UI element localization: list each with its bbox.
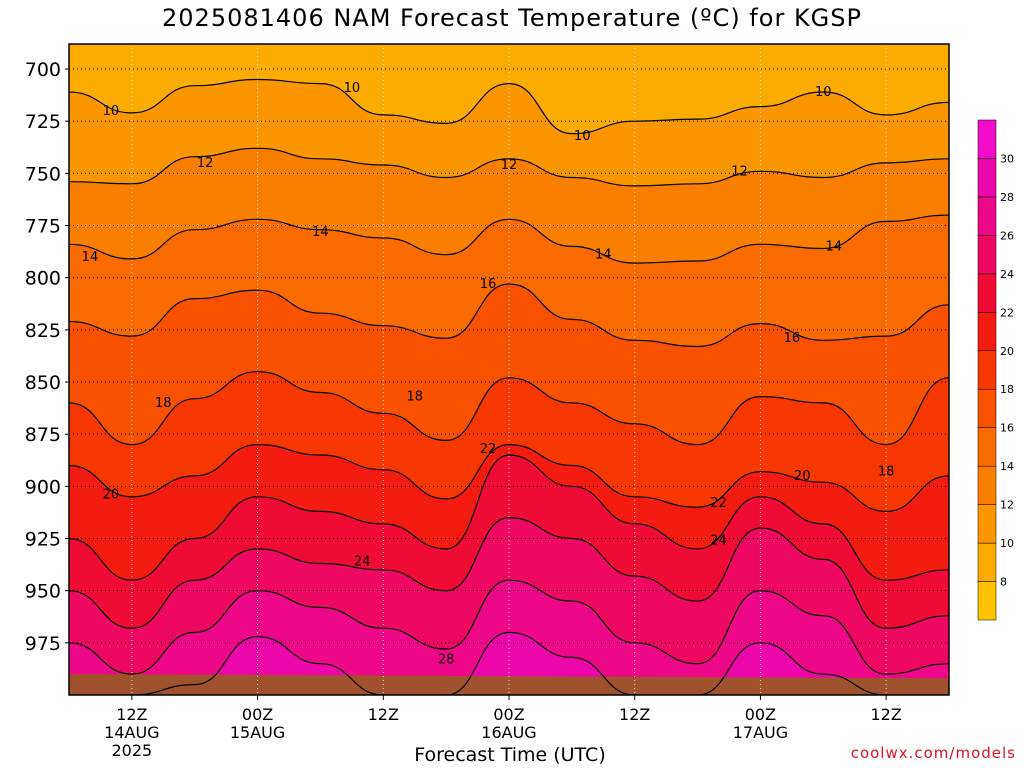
colorbar-swatch — [977, 119, 997, 159]
y-tick-label: 850 — [25, 372, 61, 394]
contour-28 — [69, 631, 949, 695]
contour-label-16: 16 — [480, 277, 497, 292]
band-8 — [69, 44, 949, 134]
colorbar-swatch — [977, 235, 997, 275]
colorbar-label: 22 — [1000, 306, 1014, 319]
contour-label-14: 14 — [825, 239, 842, 254]
contour-label-14: 14 — [82, 250, 99, 265]
x-tick-label: 17AUG — [733, 723, 788, 742]
colorbar-label: 18 — [1000, 383, 1014, 396]
x-tick-label: 2025 — [111, 741, 152, 760]
contour-lines — [69, 78, 949, 695]
contour-labels: 10 10 10 10 12 12 12 14 14 14 14 16 16 18 18 18 20 20 22 22… — [82, 81, 895, 668]
colorbar: 8 10 12 14 16 18 20 22 24 26 28 30 — [977, 119, 1014, 621]
colorbar-swatch — [977, 388, 997, 428]
contour-label-10: 10 — [103, 104, 120, 119]
y-tick-label: 975 — [25, 633, 61, 655]
colorbar-swatch — [977, 581, 997, 621]
y-tick-label: 900 — [25, 476, 61, 498]
x-tick-label: 12Z — [619, 705, 650, 724]
contour-14 — [69, 214, 949, 264]
colorbar-swatch — [977, 273, 997, 313]
colorbar-label: 20 — [1000, 345, 1014, 358]
contour-label-12: 12 — [731, 164, 748, 179]
x-tick-label: 15AUG — [230, 723, 285, 742]
colorbar-swatch — [977, 427, 997, 467]
x-tick-label: 12Z — [870, 705, 901, 724]
y-tick-label: 825 — [25, 320, 61, 342]
colorbar-swatch — [977, 312, 997, 352]
contour-label-10: 10 — [574, 129, 591, 144]
contour-10 — [69, 78, 949, 135]
colorbar-swatch — [977, 350, 997, 390]
y-tick-label: 800 — [25, 268, 61, 290]
colorbar-label: 26 — [1000, 229, 1014, 242]
contour-12 — [69, 147, 949, 187]
contour-label-20: 20 — [794, 469, 811, 484]
colorbar-label: 8 — [1000, 576, 1007, 589]
y-tick-label: 875 — [25, 424, 61, 446]
colorbar-label: 30 — [1000, 152, 1014, 165]
colorbar-label: 10 — [1000, 537, 1014, 550]
x-tick-label: 00Z — [242, 705, 273, 724]
contour-label-10: 10 — [815, 85, 832, 100]
x-tick-label: 12Z — [368, 705, 399, 724]
colorbar-swatch — [977, 542, 997, 582]
y-tick-label: 750 — [25, 163, 61, 185]
colorbar-label: 14 — [1000, 460, 1014, 473]
contour-label-22: 22 — [710, 496, 727, 511]
contour-label-14: 14 — [312, 225, 329, 240]
contour-20 — [69, 443, 949, 513]
y-axis: 700 725 750 775 800 825 850 875 900 925 950 975 — [25, 59, 69, 655]
contour-label-22: 22 — [480, 442, 497, 457]
contour-label-16: 16 — [784, 331, 801, 346]
colorbar-swatch — [977, 465, 997, 505]
chart-title: 2025081406 NAM Forecast Temperature (ºC)… — [162, 4, 862, 32]
credit-link[interactable]: coolwx.com/models — [850, 744, 1016, 762]
colorbar-label: 16 — [1000, 422, 1014, 435]
y-tick-label: 950 — [25, 581, 61, 603]
contour-label-20: 20 — [103, 488, 120, 503]
colorbar-swatch — [977, 158, 997, 198]
x-tick-label: 00Z — [745, 705, 776, 724]
contour-label-14: 14 — [595, 248, 612, 263]
contour-16 — [69, 283, 949, 348]
contour-22 — [69, 454, 949, 581]
contour-label-28: 28 — [438, 653, 455, 668]
contour-label-18: 18 — [878, 465, 895, 480]
y-tick-label: 775 — [25, 216, 61, 238]
x-tick-label: 00Z — [493, 705, 524, 724]
y-tick-label: 725 — [25, 111, 61, 133]
contour-label-24: 24 — [710, 534, 727, 549]
contour-24 — [69, 516, 949, 629]
x-tick-label: 14AUG — [104, 723, 159, 742]
y-tick-label: 925 — [25, 529, 61, 551]
colorbar-label: 12 — [1000, 499, 1014, 512]
contour-label-12: 12 — [501, 158, 518, 173]
contour-18 — [69, 370, 949, 446]
contour-label-12: 12 — [197, 156, 214, 171]
x-tick-label: 12Z — [116, 705, 147, 724]
grid — [69, 44, 949, 695]
contour-label-24: 24 — [354, 554, 371, 569]
colorbar-label: 24 — [1000, 268, 1014, 281]
colorbar-label: 28 — [1000, 191, 1014, 204]
contour-label-18: 18 — [406, 390, 423, 405]
x-tick-label: 16AUG — [481, 723, 536, 742]
colorbar-swatch — [977, 196, 997, 236]
contour-label-18: 18 — [155, 396, 172, 411]
x-axis-title: Forecast Time (UTC) — [414, 744, 606, 766]
contour-label-10: 10 — [344, 81, 361, 96]
y-tick-label: 700 — [25, 59, 61, 81]
contour-26 — [69, 579, 949, 675]
colorbar-swatch — [977, 504, 997, 544]
